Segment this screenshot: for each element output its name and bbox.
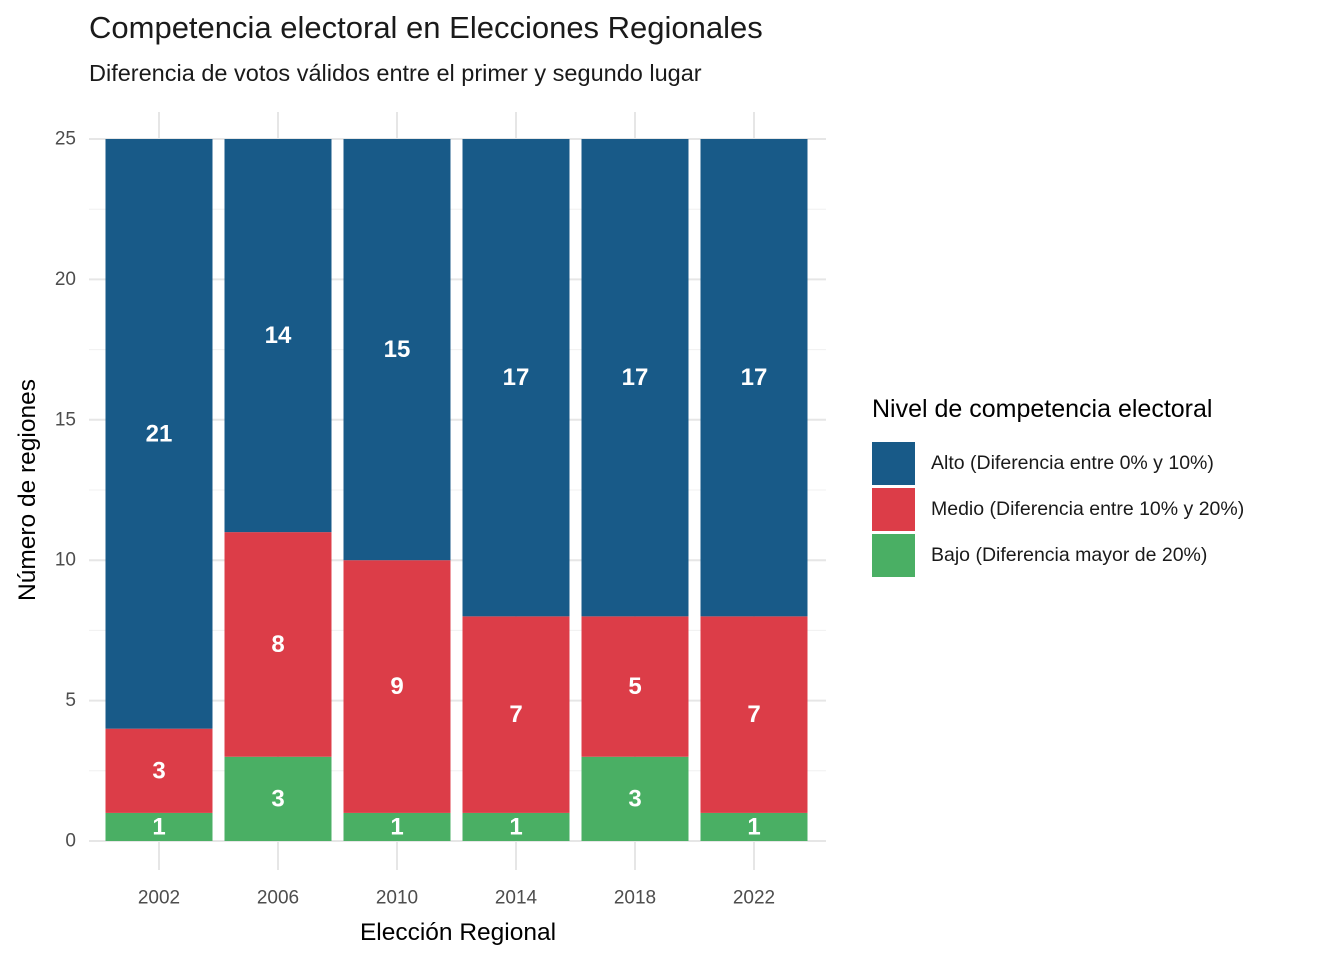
y-axis-title: Número de regiones [14, 379, 41, 601]
legend: Nivel de competencia electoral Alto (Dif… [872, 395, 1244, 578]
bar-value-label: 21 [146, 420, 173, 447]
bar-value-label: 5 [628, 673, 641, 700]
bar-value-label: 9 [390, 673, 403, 700]
bar-segment-2014-1 [462, 616, 570, 813]
bar-value-label: 3 [628, 785, 641, 812]
bar-value-label: 3 [271, 785, 284, 812]
bar-value-label: 1 [509, 813, 522, 840]
x-tick-label: 2006 [257, 888, 299, 909]
bar-segment-2014-0 [462, 812, 570, 841]
y-tick-label: 10 [55, 550, 76, 571]
x-tick-label: 2002 [138, 888, 180, 909]
bar-value-label: 3 [152, 757, 165, 784]
bar-segment-2014-2 [462, 139, 570, 617]
x-tick-label: 2018 [614, 888, 656, 909]
bar-value-label: 17 [741, 364, 768, 391]
y-tick-label: 25 [55, 129, 76, 150]
legend-title: Nivel de competencia electoral [872, 395, 1213, 423]
legend-swatch [872, 441, 915, 485]
y-tick-label: 0 [65, 831, 76, 852]
bar-segment-2006-2 [224, 139, 332, 533]
x-tick-label: 2010 [376, 888, 418, 909]
bar-value-label: 17 [503, 364, 530, 391]
legend-swatch [872, 533, 915, 577]
bar-segment-2010-1 [343, 560, 451, 813]
bar-segment-2002-0 [105, 812, 213, 841]
bar-segment-2018-0 [581, 756, 689, 841]
bar-segment-2022-0 [700, 812, 808, 841]
bar-segment-2006-1 [224, 532, 332, 757]
bar-segment-2010-0 [343, 812, 451, 841]
bar-segment-2018-1 [581, 616, 689, 757]
bar-value-label: 7 [747, 701, 760, 728]
bar-segment-2018-2 [581, 139, 689, 617]
legend-items: Alto (Diferencia entre 0% y 10%) Medio (D… [872, 440, 1244, 578]
bar-value-label: 1 [390, 813, 403, 840]
legend-label: Alto (Diferencia entre 0% y 10%) [931, 451, 1214, 474]
bar-segment-2006-0 [224, 756, 332, 841]
bar-value-label: 1 [152, 813, 165, 840]
legend-swatch [872, 487, 915, 531]
legend-item: Alto (Diferencia entre 0% y 10%) [872, 440, 1244, 486]
bar-value-label: 8 [271, 631, 284, 658]
x-axis-title: Elección Regional [360, 919, 556, 946]
bar-value-label: 15 [384, 336, 411, 363]
chart-title: Competencia electoral en Elecciones Regi… [89, 10, 763, 45]
y-tick-label: 15 [55, 409, 76, 430]
legend-label: Medio (Diferencia entre 10% y 20%) [931, 497, 1245, 520]
chart-subtitle: Diferencia de votos válidos entre el pri… [89, 60, 702, 86]
y-axis-ticks: 0 5 10 15 20 25 [55, 129, 76, 852]
x-axis-ticks: 2002 2006 2010 2014 2018 2022 [138, 888, 775, 909]
bar-value-label: 1 [747, 813, 760, 840]
bar-segment-2002-2 [105, 139, 213, 729]
bars [105, 139, 808, 841]
bar-segment-2002-1 [105, 728, 213, 813]
bar-value-label: 17 [622, 364, 649, 391]
bar-value-label: 14 [265, 322, 292, 349]
bar-segment-2022-1 [700, 616, 808, 813]
bar-value-label: 7 [509, 701, 522, 728]
y-tick-label: 5 [65, 690, 76, 711]
legend-item: Bajo (Diferencia mayor de 20%) [872, 532, 1244, 578]
x-tick-label: 2014 [495, 888, 538, 909]
y-tick-label: 20 [55, 269, 76, 290]
legend-item: Medio (Diferencia entre 10% y 20%) [872, 486, 1244, 532]
bar-segment-2010-2 [343, 139, 451, 561]
bar-segment-2022-2 [700, 139, 808, 617]
x-tick-label: 2022 [733, 888, 775, 909]
legend-label: Bajo (Diferencia mayor de 20%) [931, 543, 1208, 566]
